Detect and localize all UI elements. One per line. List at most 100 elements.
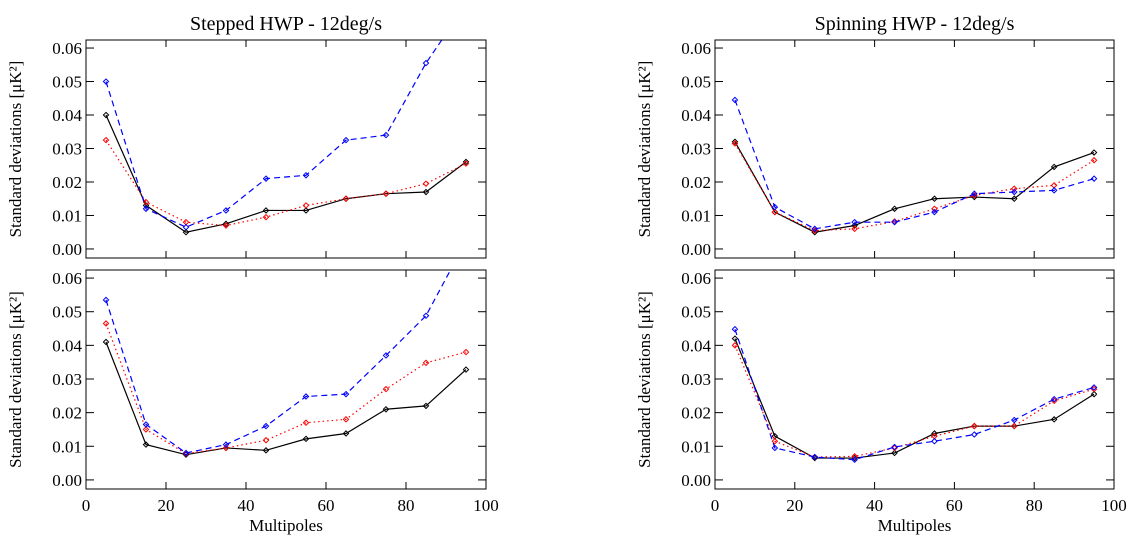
x-tick-label: 20 [786,496,803,515]
x-tick-label: 60 [946,496,963,515]
axes-frame [714,269,1115,490]
y-tick-label: 0.05 [681,73,711,92]
marker [462,160,470,167]
y-tick-label: 0.03 [52,139,82,158]
series-line [105,341,467,456]
marker [262,213,270,221]
y-tick-label: 0.05 [52,73,82,92]
series-line [734,345,1095,458]
x-tick-label: 100 [473,496,499,515]
chart-title: Spinning HWP - 12deg/s [815,13,1015,35]
y-tick-label: 0.04 [681,106,711,125]
marker [891,218,898,226]
marker [342,136,350,144]
marker [811,453,819,461]
marker [222,444,230,452]
marker [1010,195,1018,203]
marker [342,390,350,398]
marker [771,203,779,211]
marker [731,335,739,342]
marker [422,312,430,320]
marker [182,223,190,231]
marker [891,205,898,213]
marker [382,190,390,198]
marker [102,78,110,85]
x-tick-label: 0 [711,496,720,515]
marker [102,338,110,346]
marker [342,416,350,423]
marker [382,131,390,139]
marker [1010,185,1018,192]
y-axis-label: Standard deviations [μK²] [635,61,654,238]
marker [102,136,110,144]
y-tick-label: 0.01 [681,206,711,225]
marker [731,96,739,104]
y-tick-label: 0.01 [681,437,711,456]
marker [931,205,938,213]
marker [851,453,858,460]
x-tick-label: 80 [398,496,415,515]
marker [1010,188,1018,196]
marker [302,419,310,427]
marker [731,325,739,333]
marker [422,359,430,367]
y-tick-label: 0.00 [681,471,711,490]
marker [931,208,938,216]
series-line [105,270,452,454]
marker [811,225,819,233]
marker [422,188,430,196]
series-line [105,139,467,227]
marker [142,198,150,206]
marker [1050,187,1058,194]
marker [222,220,230,228]
marker [422,180,430,187]
marker [1050,395,1058,403]
marker [182,228,190,236]
y-tick-label: 0.02 [52,404,82,423]
marker [731,140,739,147]
x-tick-label: 40 [238,496,255,515]
marker [1010,422,1018,430]
marker [1090,175,1098,182]
axes-frame [85,39,487,259]
marker [851,222,858,229]
y-tick-label: 0.06 [681,269,711,288]
marker [382,405,390,413]
y-tick-label: 0.05 [681,303,711,322]
marker [771,437,779,445]
marker [851,225,858,233]
marker [971,431,978,438]
marker [262,422,270,430]
y-tick-label: 0.03 [52,370,82,389]
series-line [734,329,1095,461]
marker [142,205,150,213]
marker [222,441,230,448]
marker [891,444,898,452]
marker [302,207,310,214]
marker [142,421,150,428]
marker [1010,416,1018,424]
marker [931,195,938,203]
marker [302,171,310,179]
marker [931,430,938,437]
y-tick-label: 0.02 [681,404,711,423]
y-tick-label: 0.04 [681,336,711,355]
y-tick-label: 0.03 [681,139,711,158]
axes-frame [714,39,1115,259]
marker [771,444,779,452]
marker [1090,156,1098,164]
marker [142,441,150,448]
x-axis-label: Multipoles [249,516,323,535]
plot-area [102,270,470,458]
x-tick-label: 80 [1026,496,1043,515]
marker [142,426,150,433]
marker [182,449,190,457]
marker [1090,149,1098,156]
y-tick-label: 0.06 [681,39,711,58]
y-tick-label: 0.06 [52,269,82,288]
y-tick-label: 0.05 [52,303,82,322]
x-tick-label: 40 [866,496,883,515]
marker [731,342,739,349]
marker [222,222,230,229]
marker [262,436,270,444]
